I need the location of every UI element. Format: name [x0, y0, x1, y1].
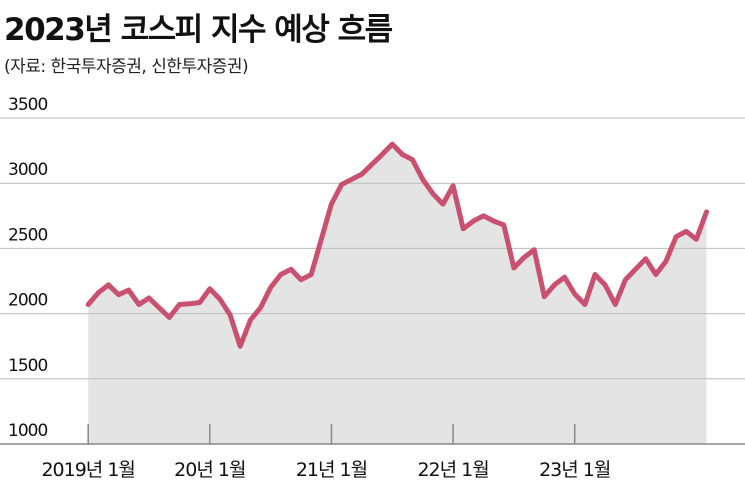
x-tick-label: 23년 1월	[539, 459, 610, 481]
x-tick-label: 2019년 1월	[41, 459, 134, 481]
y-tick-label: 2500	[8, 225, 47, 245]
x-tick-label: 20년 1월	[174, 459, 245, 481]
y-tick-label: 1000	[8, 421, 47, 441]
chart-title: 2023년 코스피 지수 예상 흐름	[4, 12, 393, 48]
area-fill	[88, 144, 707, 444]
x-tick-label: 21년 1월	[296, 459, 367, 481]
line	[85, 141, 709, 349]
chart-subtitle: (자료: 한국투자증권, 신한투자증권)	[4, 57, 248, 77]
y-tick-label: 1500	[8, 356, 47, 376]
y-tick-label: 3500	[8, 95, 47, 115]
y-tick-label: 3000	[8, 160, 47, 180]
x-tick-label: 22년 1월	[417, 459, 488, 481]
y-tick-label: 2000	[8, 291, 47, 311]
